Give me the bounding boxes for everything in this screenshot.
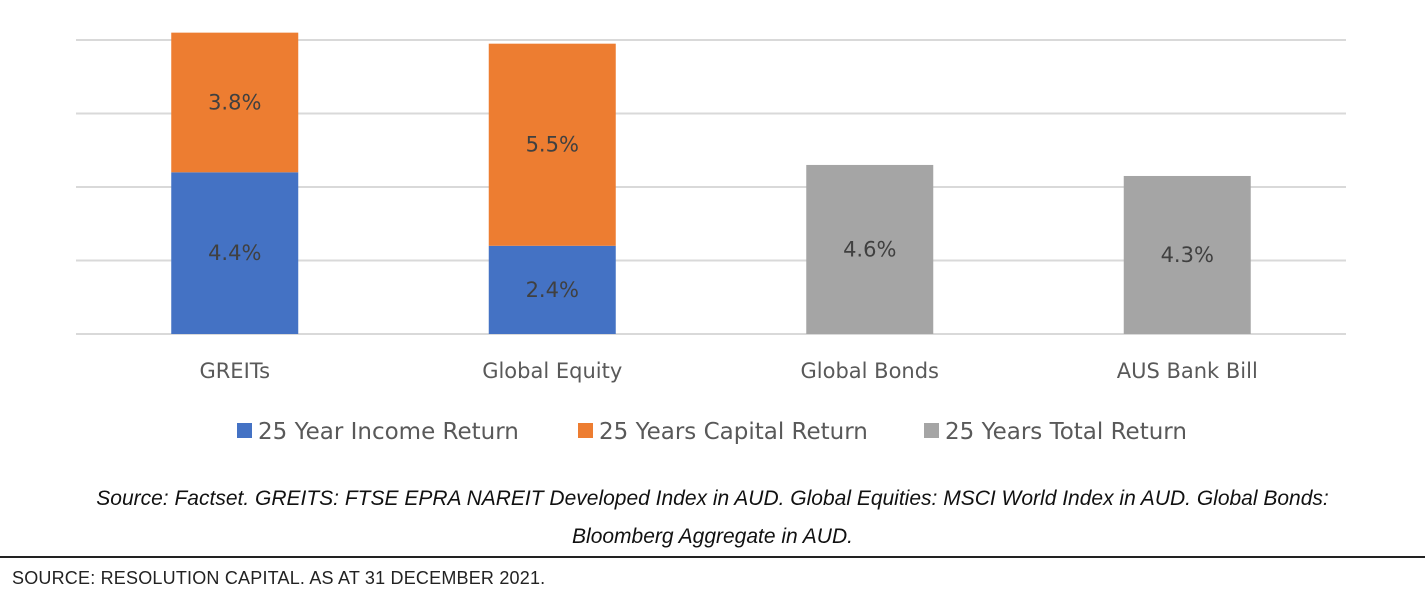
- legend-label: 25 Years Capital Return: [599, 419, 868, 445]
- legend: 25 Year Income Return 25 Years Capital Re…: [237, 419, 1187, 445]
- caption-line-2: Bloomberg Aggregate in AUD.: [572, 525, 853, 548]
- data-label: 4.3%: [1161, 243, 1214, 267]
- bar-global-equity-1: [488, 43, 616, 246]
- x-tick-label: AUS Bank Bill: [1117, 359, 1258, 383]
- caption-line-1: Source: Factset. GREITS: FTSE EPRA NAREI…: [96, 487, 1329, 510]
- chart-caption: Source: Factset. GREITS: FTSE EPRA NAREI…: [0, 480, 1425, 556]
- x-tick-label: Global Bonds: [801, 359, 940, 383]
- bar-greits-1: [171, 32, 299, 173]
- stacked-bar-chart: 4.4% 3.8% 2.4% 5.5% 4.6% 4.3% GREITs Global Eq…: [76, 32, 1346, 445]
- divider-line: [0, 556, 1425, 558]
- bar-aus-bank-bill-2: [1123, 175, 1251, 334]
- data-label: 4.4%: [208, 241, 261, 265]
- legend-swatch: [924, 423, 939, 438]
- x-tick-label: GREITs: [199, 359, 270, 383]
- legend-label: 25 Years Total Return: [945, 419, 1187, 445]
- bar-global-equity-0: [488, 245, 616, 334]
- legend-swatch: [578, 423, 593, 438]
- bars: [171, 32, 1251, 334]
- legend-swatch: [237, 423, 252, 438]
- footer-source: SOURCE: RESOLUTION CAPITAL. AS AT 31 DEC…: [12, 568, 546, 588]
- x-tick-label: Global Equity: [482, 359, 622, 383]
- x-axis-tick-labels: GREITs Global Equity Global Bonds AUS Bank …: [199, 359, 1257, 383]
- bar-greits-0: [171, 172, 299, 334]
- data-label: 5.5%: [526, 133, 579, 157]
- data-labels: 4.4% 3.8% 2.4% 5.5% 4.6% 4.3%: [208, 90, 1214, 301]
- bar-global-bonds-2: [806, 164, 934, 334]
- data-label: 3.8%: [208, 90, 261, 114]
- data-label: 2.4%: [526, 278, 579, 302]
- legend-label: 25 Year Income Return: [258, 419, 519, 445]
- data-label: 4.6%: [843, 237, 896, 261]
